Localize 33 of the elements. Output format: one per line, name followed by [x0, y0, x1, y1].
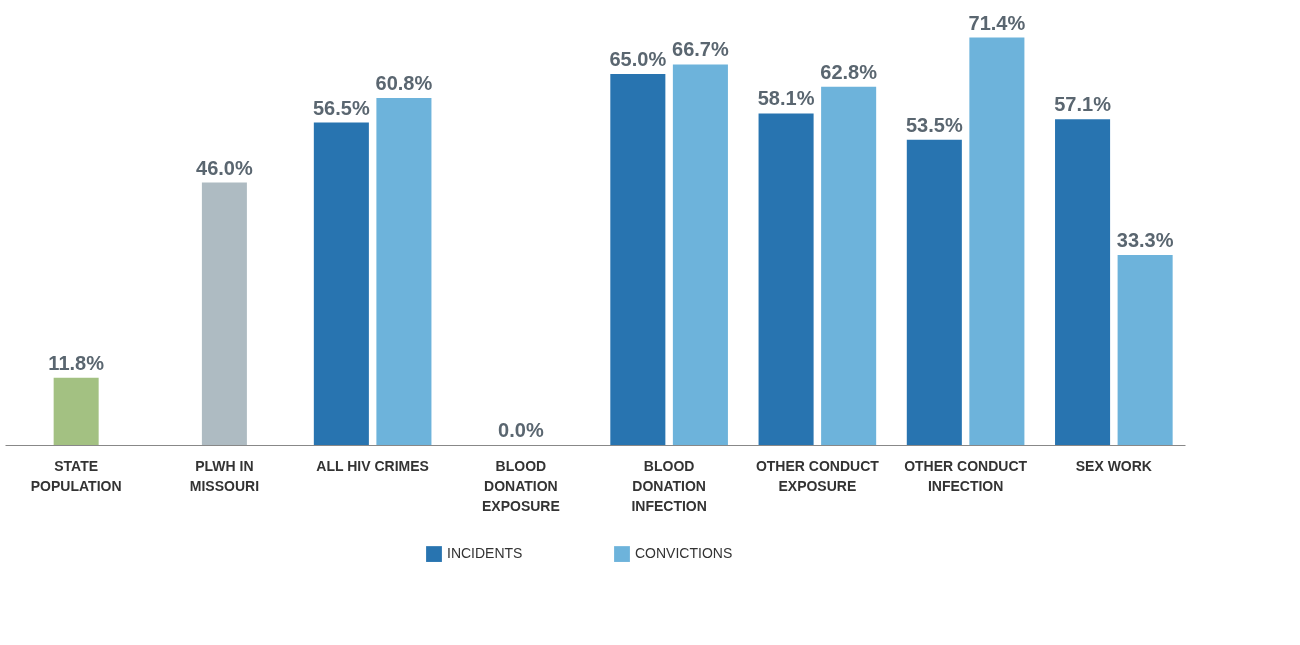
bar — [969, 37, 1025, 445]
x-tick-label: BLOOD DONATION INFECTION — [631, 457, 707, 514]
data-label: 11.8% — [48, 351, 105, 374]
data-label: 66.7% — [672, 38, 729, 61]
data-label: 62.8% — [820, 60, 878, 83]
data-label: 57.1% — [1054, 93, 1112, 116]
legend-label: INCIDENTS — [447, 545, 523, 562]
x-tick-label: PLWH IN MISSOURI — [189, 457, 260, 494]
data-label: 65.0% — [609, 48, 667, 71]
data-label: 60.8% — [375, 72, 433, 95]
bar — [906, 139, 962, 445]
bar — [376, 98, 432, 445]
data-label: 46.0% — [196, 156, 253, 179]
bar — [758, 113, 814, 445]
x-tick-label: STATE POPULATION — [30, 457, 122, 494]
bar — [1117, 254, 1173, 445]
x-tick-label: BLOOD DONATION EXPOSURE — [481, 457, 560, 514]
data-label: 71.4% — [968, 11, 1026, 34]
bar — [672, 64, 728, 445]
data-label: 56.5% — [313, 96, 370, 119]
bar — [821, 86, 877, 445]
data-label: 58.1% — [757, 87, 815, 110]
bar — [1055, 119, 1111, 445]
data-label: 53.5% — [905, 113, 963, 136]
x-tick-label: OTHER CONDUCT EXPOSURE — [755, 457, 880, 494]
x-tick-label: SEX WORK — [1075, 457, 1152, 474]
legend-label: CONVICTIONS — [635, 545, 733, 562]
data-label: 0.0% — [498, 419, 544, 441]
x-tick-label: ALL HIV CRIMES — [316, 457, 429, 474]
bar — [610, 74, 666, 445]
x-tick-label: OTHER CONDUCT INFECTION — [904, 457, 1028, 494]
bar — [313, 122, 369, 445]
data-label: 33.3% — [1116, 228, 1174, 251]
